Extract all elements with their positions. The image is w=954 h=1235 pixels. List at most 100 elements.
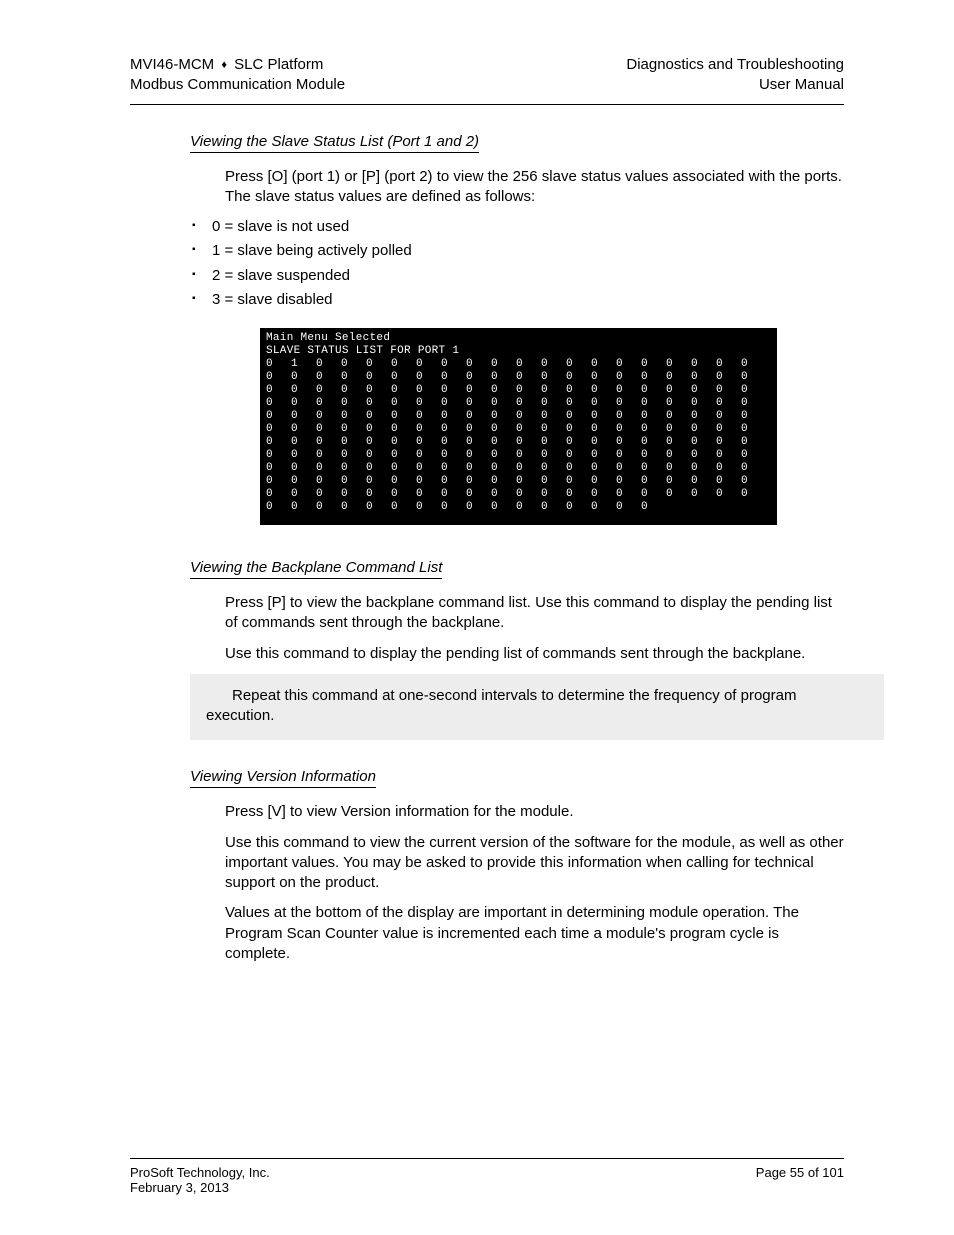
grid-cell: 0 [541,462,566,475]
grid-cell: 0 [341,449,366,462]
grid-cell: 0 [491,371,516,384]
grid-cell: 0 [516,358,541,371]
grid-cell: 0 [391,475,416,488]
grid-cell: 0 [616,449,641,462]
grid-cell: 0 [716,410,741,423]
grid-cell: 0 [541,371,566,384]
grid-cell: 0 [291,449,316,462]
footer-date: February 3, 2013 [130,1180,270,1195]
grid-cell: 0 [591,501,616,514]
grid-cell: 0 [516,488,541,501]
grid-cell: 0 [416,449,441,462]
grid-cell: 0 [616,436,641,449]
grid-cell: 0 [366,358,391,371]
grid-cell: 0 [641,358,666,371]
grid-cell: 0 [541,501,566,514]
grid-cell: 0 [716,384,741,397]
grid-cell: 0 [691,436,716,449]
grid-cell: 0 [666,371,691,384]
grid-cell: 0 [391,488,416,501]
grid-cell: 0 [541,423,566,436]
grid-cell: 0 [466,449,491,462]
grid-cell: 0 [341,436,366,449]
grid-cell: 0 [391,462,416,475]
grid-cell: 0 [316,358,341,371]
grid-cell: 0 [541,475,566,488]
section-backplane: Viewing the Backplane Command List Press… [130,559,844,740]
grid-cell: 0 [641,436,666,449]
grid-cell: 0 [266,423,291,436]
grid-cell: 0 [441,488,466,501]
grid-cell: 0 [491,475,516,488]
grid-cell: 0 [441,384,466,397]
grid-cell: 0 [441,397,466,410]
grid-cell: 0 [691,462,716,475]
grid-cell: 0 [316,501,341,514]
grid-cell: 0 [741,436,766,449]
grid-cell: 0 [266,384,291,397]
grid-cell: 0 [666,449,691,462]
terminal-line: SLAVE STATUS LIST FOR PORT 1 [266,345,766,358]
grid-cell: 0 [666,358,691,371]
grid-cell: 0 [341,384,366,397]
grid-cell: 0 [641,423,666,436]
grid-cell: 0 [491,397,516,410]
grid-cell: 0 [391,371,416,384]
list-item: 0 = slave is not used [190,217,844,237]
grid-cell: 0 [366,475,391,488]
grid-cell: 0 [316,436,341,449]
terminal-grid: 0100000000000000000000000000000000000000… [266,358,766,514]
section-title: Viewing the Backplane Command List [190,559,442,579]
grid-cell: 0 [416,371,441,384]
grid-cell: 0 [341,397,366,410]
grid-cell: 0 [291,410,316,423]
grid-cell: 0 [516,449,541,462]
grid-cell: 0 [591,449,616,462]
grid-cell: 0 [366,384,391,397]
grid-cell: 0 [366,423,391,436]
grid-cell: 0 [516,423,541,436]
grid-cell: 0 [366,488,391,501]
grid-cell: 0 [316,449,341,462]
grid-cell: 0 [466,501,491,514]
grid-cell: 0 [416,423,441,436]
grid-cell: 0 [541,410,566,423]
grid-cell: 0 [266,475,291,488]
grid-cell: 0 [291,462,316,475]
grid-cell: 0 [666,384,691,397]
grid-cell: 0 [491,488,516,501]
footer-page: Page 55 of 101 [756,1165,844,1195]
grid-cell: 0 [491,449,516,462]
grid-cell: 0 [341,462,366,475]
grid-cell: 0 [641,397,666,410]
grid-cell: 0 [591,488,616,501]
grid-cell: 0 [466,436,491,449]
grid-cell: 0 [641,449,666,462]
grid-cell: 0 [416,436,441,449]
grid-cell: 0 [566,423,591,436]
grid-cell: 0 [466,423,491,436]
grid-cell: 0 [541,449,566,462]
grid-cell: 0 [491,384,516,397]
grid-cell: 0 [491,501,516,514]
grid-cell: 0 [591,436,616,449]
header-platform: SLC Platform [234,56,323,73]
paragraph: Press [V] to view Version information fo… [225,802,844,822]
grid-cell: 0 [466,397,491,410]
grid-cell: 0 [566,488,591,501]
grid-cell: 0 [366,371,391,384]
list-item: 3 = slave disabled [190,290,844,310]
grid-cell: 0 [366,397,391,410]
grid-cell: 0 [666,436,691,449]
grid-cell: 0 [491,462,516,475]
grid-cell: 0 [516,371,541,384]
terminal-screenshot: Main Menu Selected SLAVE STATUS LIST FOR… [260,328,844,525]
grid-cell: 0 [691,384,716,397]
grid-cell: 0 [291,371,316,384]
grid-cell: 0 [541,358,566,371]
grid-cell: 0 [691,358,716,371]
grid-cell: 0 [366,436,391,449]
grid-cell: 0 [316,488,341,501]
grid-cell: 0 [616,371,641,384]
grid-cell: 0 [316,462,341,475]
